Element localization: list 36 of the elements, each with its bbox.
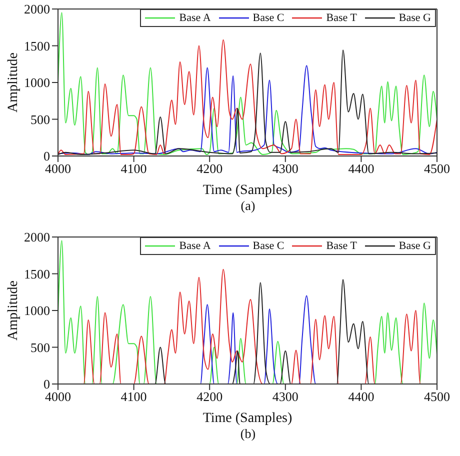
y-tick-label: 0	[44, 376, 50, 392]
x-axis-title: Time (Samples)	[202, 411, 292, 426]
legend-label: Base C	[252, 11, 284, 25]
legend-label: Base A	[179, 239, 211, 253]
y-tick-label: 0	[44, 148, 50, 164]
y-tick-label: 500	[30, 112, 50, 127]
text: (b)	[239, 426, 257, 442]
text: (a)	[240, 198, 256, 214]
x-tick-label: 4500	[424, 161, 450, 176]
x-tick-label: 4000	[45, 389, 71, 404]
x-tick-label: 4500	[424, 389, 450, 404]
y-tick-label: 1000	[24, 75, 50, 90]
x-tick-label: 4100	[120, 161, 147, 176]
y-tick-label: 1500	[24, 266, 50, 282]
legend-label: Base G	[398, 11, 431, 25]
y-tick-label: 1500	[24, 38, 50, 54]
legend-label: Base C	[252, 239, 284, 253]
legend-label: Base A	[179, 11, 211, 25]
x-tick-label: 4100	[120, 389, 147, 404]
y-axis-title: Amplitude	[6, 280, 21, 340]
x-axis-title: Time (Samples)	[202, 183, 292, 198]
y-tick-label: 500	[30, 340, 50, 355]
y-axis-title: Amplitude	[6, 52, 21, 112]
x-tick-label: 4000	[45, 161, 71, 176]
x-tick-label: 4300	[272, 161, 298, 176]
y-tick-label: 2000	[24, 230, 50, 245]
y-tick-label: 1000	[24, 303, 50, 318]
legend-label: Base G	[398, 239, 431, 253]
x-tick-label: 4300	[272, 389, 298, 404]
legend-label: Base T	[326, 239, 357, 253]
legend-label: Base T	[326, 11, 357, 25]
x-tick-label: 4200	[196, 161, 223, 176]
x-tick-label: 4400	[348, 389, 374, 404]
x-tick-label: 4400	[348, 161, 374, 176]
x-tick-label: 4200	[196, 389, 223, 404]
y-tick-label: 2000	[24, 2, 50, 17]
